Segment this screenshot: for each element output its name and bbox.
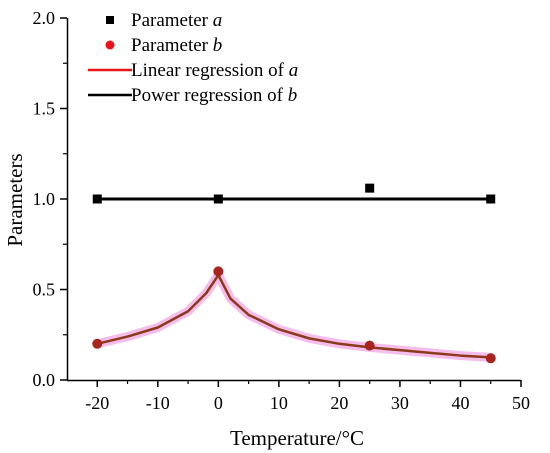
y-tick-label: 1.0	[33, 189, 56, 209]
regression-a-glow	[92, 270, 496, 362]
x-ticks: -20 -10 0 10 20 30 40 50	[85, 380, 530, 413]
legend-label-variable: b	[288, 85, 298, 106]
legend-label-text: Power regression of	[131, 85, 288, 106]
legend-square-marker	[106, 16, 114, 24]
point-b	[92, 338, 103, 349]
legend-label-text: Parameter	[131, 35, 213, 56]
y-tick-label: 1.5	[33, 99, 56, 119]
x-tick-label: 30	[391, 393, 409, 413]
y-tick-label: 2.0	[33, 8, 56, 28]
legend-label: Parameter a	[131, 10, 222, 31]
x-tick-label: 0	[214, 393, 223, 413]
x-tick-label: 20	[330, 393, 348, 413]
y-ticks: 0.0 0.5 1.0 1.5 2.0	[33, 8, 67, 390]
point-a	[92, 194, 102, 204]
point-b	[485, 353, 496, 364]
legend-label: Linear regression of a	[131, 60, 298, 81]
legend-label: Parameter b	[131, 35, 222, 56]
legend-item: Parameter a	[106, 10, 222, 31]
legend-label: Power regression of b	[131, 85, 297, 106]
legend-circle-marker	[105, 40, 115, 50]
y-axis-title: Parameters	[3, 153, 27, 246]
legend-item: Power regression of b	[88, 85, 297, 106]
point-a	[365, 183, 375, 193]
legend-item: Linear regression of a	[88, 60, 298, 81]
x-tick-label: 10	[270, 393, 288, 413]
plot-area: -20 -10 0 10 20 30 40 50 0.0 0.5 1.0 1.5 2.0	[33, 8, 531, 413]
legend-label-text: Linear regression of	[131, 60, 289, 81]
x-tick-label: 40	[451, 393, 469, 413]
legend-label-variable: a	[289, 60, 299, 81]
point-b	[213, 266, 224, 277]
legend-label-variable: a	[213, 10, 223, 31]
legend-label-text: Parameter	[131, 10, 213, 31]
series-lines	[92, 197, 496, 362]
series-points	[92, 183, 496, 364]
x-tick-label: -20	[85, 393, 109, 413]
point-b	[364, 340, 375, 351]
legend-label-variable: b	[213, 35, 223, 56]
y-tick-label: 0.0	[33, 370, 56, 390]
legend-item: Parameter b	[105, 35, 222, 56]
x-axis-title: Temperature/°C	[230, 426, 364, 450]
point-a	[486, 194, 496, 204]
regression-a-line	[96, 273, 492, 359]
y-tick-label: 0.5	[33, 280, 56, 300]
x-tick-label: 50	[512, 393, 530, 413]
point-a	[213, 194, 223, 204]
x-tick-label: -10	[146, 393, 170, 413]
